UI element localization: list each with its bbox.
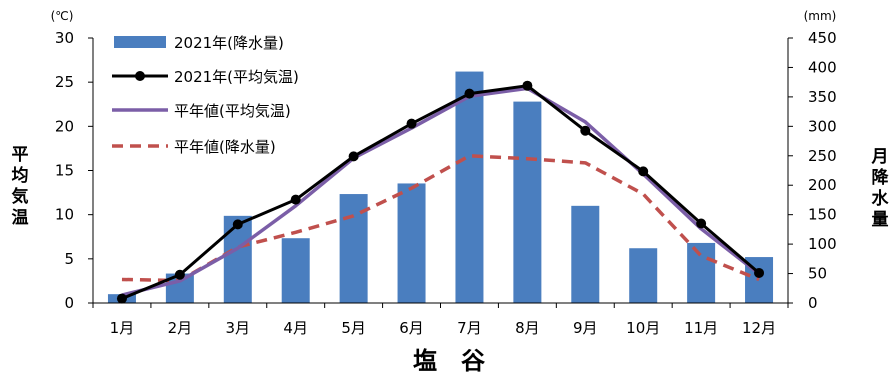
temp-2021-point <box>232 219 243 230</box>
temp-2021-point <box>522 80 533 91</box>
left-tick-label: 0 <box>64 294 74 312</box>
x-tick-label: 12月 <box>742 319 776 337</box>
temp-2021-point <box>638 166 649 177</box>
left-tick-label: 15 <box>55 162 74 180</box>
normal-precip-line <box>121 154 760 283</box>
precipitation-bars <box>107 71 774 303</box>
left-axis-label-char: 均 <box>12 165 29 186</box>
right-tick-label: 200 <box>808 176 837 194</box>
temp-2021-point <box>464 88 475 99</box>
left-axis-label-char: 温 <box>12 208 29 228</box>
left-tick-label: 10 <box>55 206 74 224</box>
x-tick-label: 4月 <box>283 319 308 337</box>
chart-title: 塩 谷 <box>413 347 486 375</box>
precip-bar <box>687 242 716 303</box>
legend: 2021年(降水量) 2021年(平均気温) 平年値(平均気温) 平年値(降水量) <box>112 34 299 156</box>
precip-bar <box>571 205 600 303</box>
right-axis-label-char: 降 <box>872 167 890 188</box>
temp-2021-point <box>116 293 127 304</box>
legend-label: 平年値(降水量) <box>174 138 276 156</box>
x-tick-label: 1月 <box>110 319 135 337</box>
left-tick-label: 25 <box>55 73 74 91</box>
right-axis-ticks: 0 50 100 150 200 250 300 350 400 450 <box>788 29 837 312</box>
temp-2021-point <box>754 267 765 278</box>
precip-bar <box>455 71 484 303</box>
temp-2021-line <box>121 84 761 300</box>
temp-2021-point <box>290 194 301 205</box>
x-tick-label: 6月 <box>399 319 424 337</box>
right-tick-label: 0 <box>808 294 818 312</box>
right-axis-label-char: 量 <box>872 209 889 230</box>
temp-2021-point <box>348 151 359 162</box>
precip-bar <box>223 215 252 303</box>
left-tick-label: 30 <box>55 29 74 47</box>
right-tick-label: 350 <box>808 88 837 106</box>
temp-2021-point <box>696 218 707 229</box>
x-tick-label: 10月 <box>626 319 660 337</box>
legend-label: 平年値(平均気温) <box>174 102 291 120</box>
legend-label: 2021年(降水量) <box>174 34 284 52</box>
series-lines <box>116 80 765 304</box>
x-tick-label: 7月 <box>457 319 482 337</box>
precip-bar <box>281 238 310 303</box>
x-tick-label: 11月 <box>684 319 718 337</box>
right-tick-label: 300 <box>808 117 837 135</box>
right-axis-label-char: 水 <box>872 188 890 209</box>
legend-swatch-bar <box>114 36 166 48</box>
left-axis-label-char: 平 <box>12 145 29 165</box>
right-tick-label: 400 <box>808 58 837 76</box>
left-tick-label: 5 <box>64 250 74 268</box>
x-tick-label: 3月 <box>226 319 251 337</box>
x-tick-label: 8月 <box>515 319 540 337</box>
legend-swatch-marker <box>135 71 145 81</box>
right-tick-label: 100 <box>808 235 837 253</box>
precip-bar <box>513 101 542 303</box>
temp-2021-point <box>174 269 185 280</box>
left-tick-label: 20 <box>55 117 74 135</box>
normal-temp-line <box>121 86 761 297</box>
left-axis-ticks: 0 5 10 15 20 25 30 <box>55 29 93 312</box>
left-axis-label-char: 気 <box>11 186 29 207</box>
right-axis-label-char: 月 <box>871 147 889 167</box>
axes <box>92 38 789 308</box>
x-tick-label: 2月 <box>168 319 193 337</box>
temp-2021-point <box>580 125 591 136</box>
x-tick-label: 5月 <box>341 319 366 337</box>
right-axis-unit: (mm) <box>804 9 837 23</box>
left-axis-unit: (℃) <box>51 9 74 23</box>
right-tick-label: 250 <box>808 147 837 165</box>
precip-bar <box>629 248 658 303</box>
right-tick-label: 450 <box>808 29 837 47</box>
precip-bar <box>397 183 426 303</box>
legend-label: 2021年(平均気温) <box>174 68 299 86</box>
x-axis-labels: 1月 2月 3月 4月 5月 6月 7月 8月 9月 10月 11月 12月 <box>110 319 776 337</box>
left-axis-label: 平均気温 <box>11 145 29 228</box>
right-tick-label: 150 <box>808 206 837 224</box>
temp-2021-point <box>406 118 417 129</box>
right-tick-label: 50 <box>808 265 827 283</box>
x-tick-label: 9月 <box>573 319 598 337</box>
